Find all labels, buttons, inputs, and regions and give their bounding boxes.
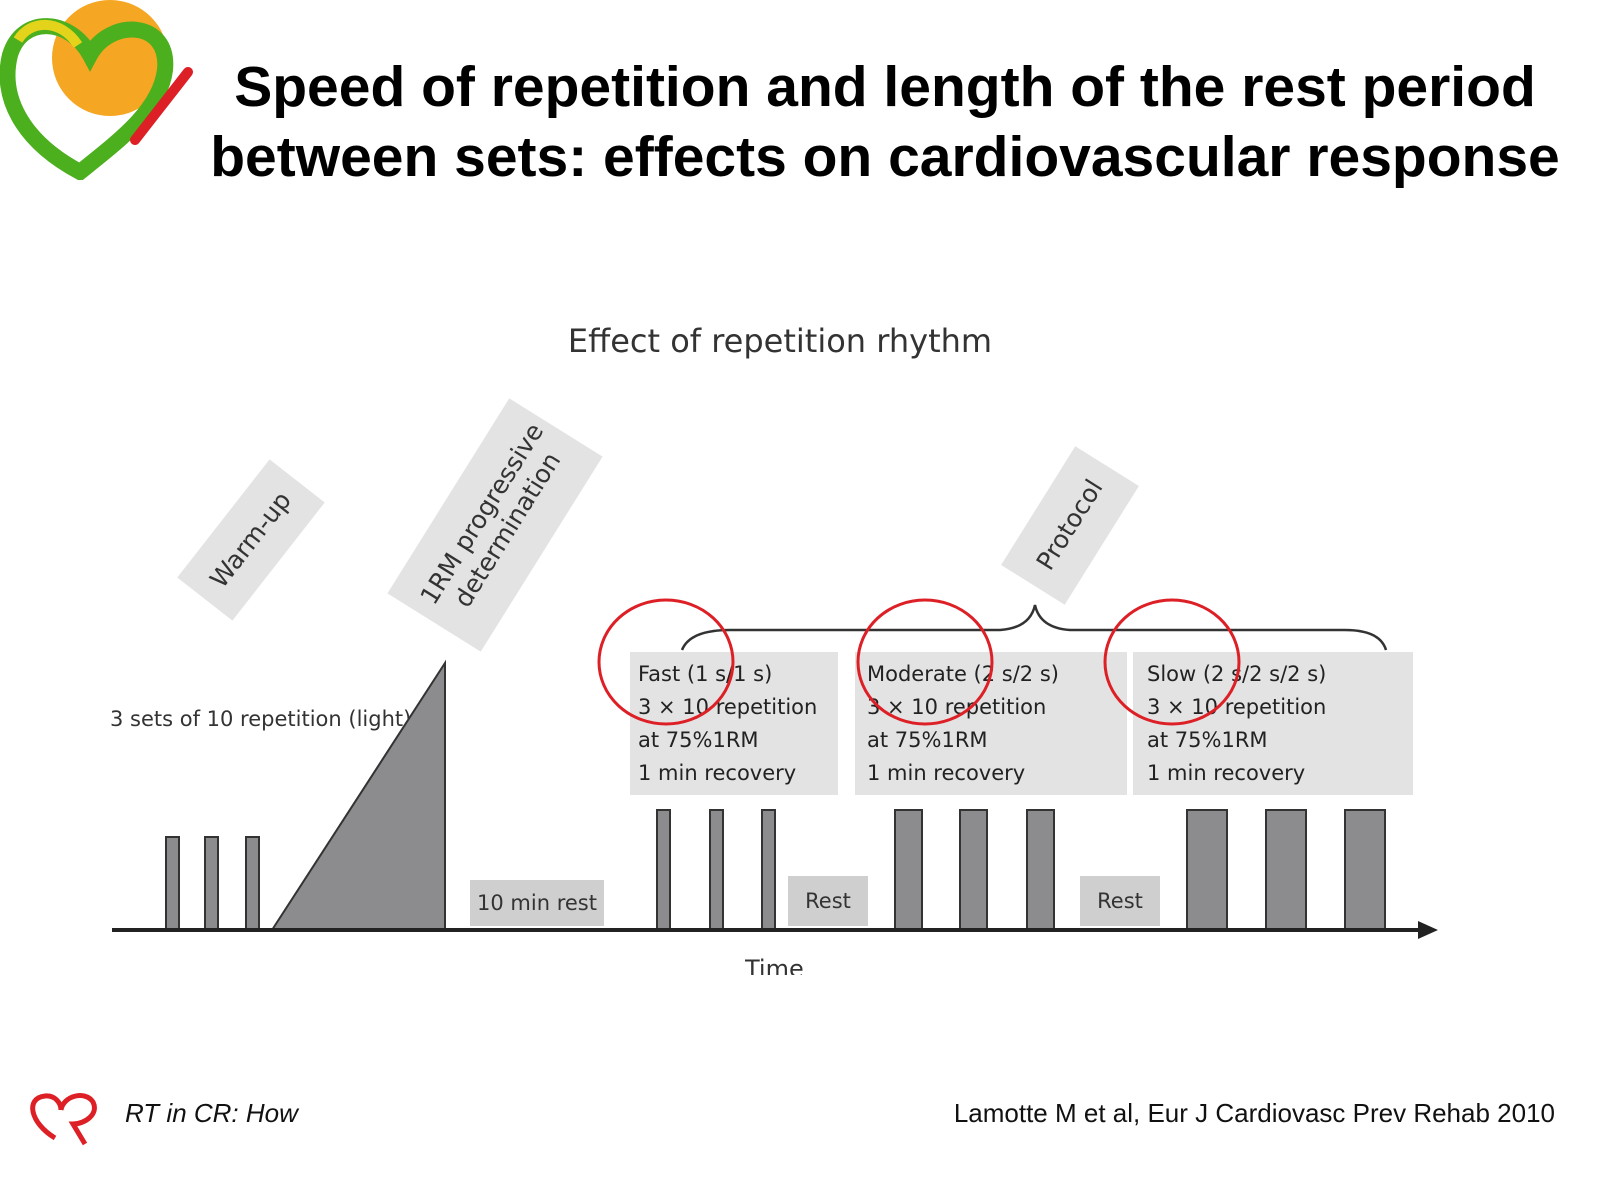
condition-sets: 3 × 10 repetition — [638, 695, 818, 719]
warmup-bar — [165, 836, 180, 931]
rest-box-10min: 10 min rest — [470, 880, 604, 926]
time-axis-arrow-icon — [1418, 921, 1438, 939]
condition-box-fast: Fast (1 s/1 s) 3 × 10 repetition at 75%1… — [630, 652, 838, 795]
slide-title: Speed of repetition and length of the re… — [175, 52, 1595, 192]
highlight-circle-fast — [597, 598, 735, 726]
rm-ramp — [270, 659, 446, 931]
diagram-title: Effect of repetition rhythm — [567, 322, 993, 360]
highlight-circle-slow — [1103, 598, 1241, 726]
warmup-bar — [245, 836, 260, 931]
footer-logo-icon — [30, 1093, 97, 1146]
heart-logo-icon — [0, 0, 193, 180]
condition-name: Fast (1 s/1 s) — [638, 662, 773, 686]
slow-bar — [1265, 809, 1307, 931]
slow-bar — [1186, 809, 1228, 931]
moderate-bar — [894, 809, 923, 931]
slide-title-line-1: Speed of repetition and length of the re… — [234, 55, 1536, 119]
condition-load: at 75%1RM — [638, 728, 759, 752]
fast-bar — [761, 809, 776, 931]
condition-sets: 3 × 10 repetition — [867, 695, 1047, 719]
fast-bar — [656, 809, 671, 931]
condition-sets: 3 × 10 repetition — [1147, 695, 1327, 719]
fast-bar — [709, 809, 724, 931]
footer-topic: RT in CR: How — [125, 1098, 298, 1128]
condition-name: Moderate (2 s/2 s) — [867, 662, 1059, 686]
moderate-bar — [959, 809, 988, 931]
condition-recovery: 1 min recovery — [1147, 761, 1306, 785]
condition-recovery: 1 min recovery — [638, 761, 797, 785]
time-axis-label: Time — [745, 955, 804, 975]
condition-load: at 75%1RM — [1147, 728, 1268, 752]
slide-title-line-2: between sets: effects on cardiovascular … — [210, 125, 1560, 189]
condition-load: at 75%1RM — [867, 728, 988, 752]
warmup-bar — [204, 836, 219, 931]
moderate-bar — [1026, 809, 1055, 931]
rest-box-2: Rest — [1080, 876, 1160, 926]
rest-box-1: Rest — [788, 876, 868, 926]
highlight-circle-moderate — [856, 598, 994, 726]
slow-bar — [1344, 809, 1386, 931]
warmup-note: 3 sets of 10 repetition (light) — [110, 707, 412, 731]
footer-citation: Lamotte M et al, Eur J Cardiovasc Prev R… — [953, 1098, 1555, 1128]
condition-recovery: 1 min recovery — [867, 761, 1026, 785]
protocol-brace — [680, 604, 1388, 651]
